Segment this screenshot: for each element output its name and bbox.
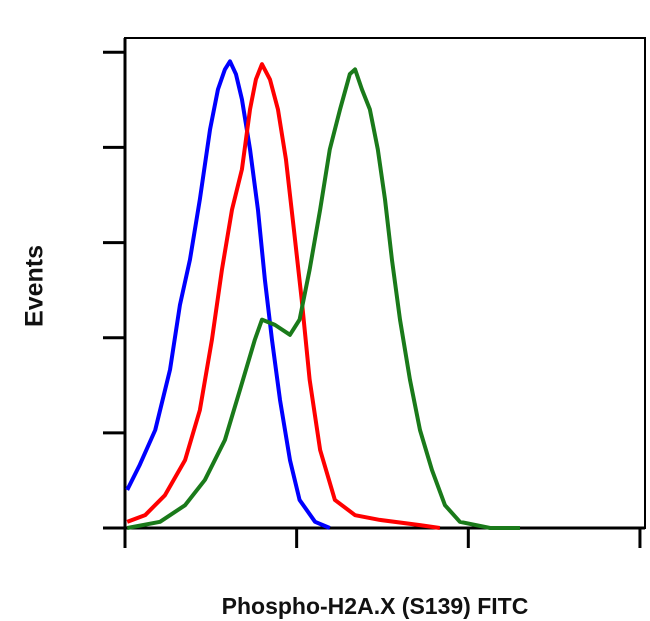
plot-frame bbox=[124, 37, 646, 529]
x-axis-label: Phospho-H2A.X (S139) FITC bbox=[222, 593, 529, 619]
histogram-line bbox=[125, 59, 331, 530]
histogram-line bbox=[126, 67, 520, 530]
histogram-line bbox=[126, 62, 441, 530]
y-axis-label: Events bbox=[21, 245, 49, 327]
